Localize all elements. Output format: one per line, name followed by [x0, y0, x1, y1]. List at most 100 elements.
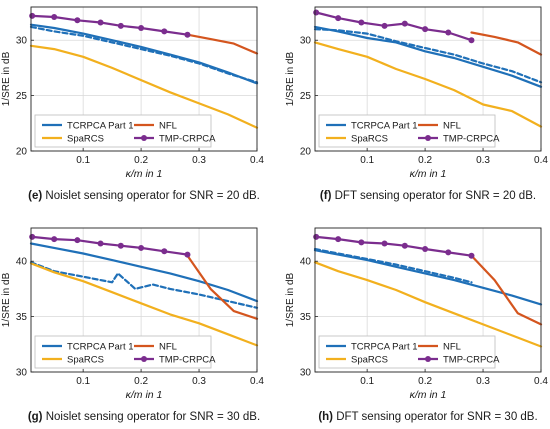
- legend-box: [318, 335, 496, 369]
- series-line-nfl: [470, 31, 543, 56]
- x-tick-label: 0.1: [76, 155, 90, 166]
- y-tick-label: 30: [300, 36, 312, 47]
- series-line-tmp-crpca: [315, 11, 473, 42]
- data-point-tmp-crpca: [335, 236, 342, 243]
- data-point-tmp-crpca: [161, 248, 168, 255]
- data-point-tmp-crpca: [97, 240, 104, 247]
- legend: TCRPCA Part 1 NFL SpaRCS TMP-CRPCA: [318, 114, 500, 148]
- panel-caption-letter: (f): [320, 190, 335, 202]
- data-point-tmp-crpca: [358, 19, 365, 26]
- legend-marker: [425, 356, 431, 362]
- y-tick-label: 30: [16, 368, 28, 379]
- x-axis-label: κ/m in 1: [126, 389, 163, 401]
- axis-frame: [30, 6, 258, 152]
- panel-caption: (h) DFT sensing operator for SNR = 30 dB…: [318, 411, 537, 423]
- panel-caption-text: DFT sensing operator for SNR = 30 dB.: [336, 411, 537, 423]
- panel-caption: (e) Noislet sensing operator for SNR = 2…: [28, 190, 260, 202]
- y-tick-label: 30: [16, 36, 28, 47]
- data-point-tmp-crpca: [138, 244, 145, 251]
- data-point-tmp-crpca: [445, 29, 452, 36]
- series-line-tmp-crpca: [315, 235, 473, 257]
- data-point-tmp-crpca: [313, 233, 320, 240]
- data-point-tmp-crpca: [335, 15, 342, 22]
- data-point-tmp-crpca: [29, 12, 36, 19]
- legend-label: SpaRCS: [351, 134, 388, 145]
- panel-caption-text: Noislet sensing operator for SNR = 30 dB…: [46, 411, 260, 423]
- data-point-tmp-crpca: [401, 20, 408, 27]
- series-line-dashed-reference: [313, 28, 543, 84]
- y-axis-label: 1/SRE in dB: [1, 272, 12, 327]
- data-point-tmp-crpca: [445, 249, 452, 256]
- panel-caption-text: Noislet sensing operator for SNR = 20 dB…: [45, 190, 259, 202]
- data-point-tmp-crpca: [117, 242, 124, 249]
- series-line-sparcs: [313, 261, 543, 348]
- y-axis-label: 1/SRE in dB: [285, 272, 296, 327]
- data-point-tmp-crpca: [401, 242, 408, 249]
- legend-box: [34, 114, 212, 148]
- series-line-dashed-reference: [29, 25, 259, 84]
- series-line-sparcs: [29, 44, 259, 129]
- x-tick-label: 0.1: [360, 376, 374, 387]
- axis-frame: [314, 227, 542, 373]
- y-tick-label: 40: [300, 257, 312, 268]
- x-tick-label: 0.2: [134, 376, 148, 387]
- legend: TCRPCA Part 1 NFL SpaRCS TMP-CRPCA: [34, 335, 216, 369]
- axis-frame: [30, 227, 258, 373]
- legend-box: [34, 335, 212, 369]
- legend-label: NFL: [443, 342, 461, 353]
- legend-label: TCRPCA Part 1: [351, 342, 418, 353]
- y-tick-label: 40: [16, 257, 28, 268]
- x-axis-label: κ/m in 1: [410, 389, 447, 401]
- legend-label: TMP-CRPCA: [159, 355, 216, 366]
- data-point-tmp-crpca: [51, 13, 58, 20]
- legend-label: NFL: [159, 121, 177, 132]
- x-axis-label: κ/m in 1: [410, 168, 447, 180]
- data-point-tmp-crpca: [161, 28, 168, 35]
- data-point-tmp-crpca: [358, 239, 365, 246]
- chart-panel-g: 0.1 0.2 0.3 0.4 30 35 40 κ/m in 1 1/SRE in dB TCR…: [1, 227, 264, 423]
- data-point-tmp-crpca: [468, 252, 475, 259]
- x-tick-label: 0.2: [418, 155, 432, 166]
- series-line-sparcs: [29, 262, 259, 347]
- axis-frame: [314, 6, 542, 152]
- panel-caption: (f) DFT sensing operator for SNR = 20 dB…: [320, 190, 536, 202]
- legend-label: TCRPCA Part 1: [67, 342, 134, 353]
- data-point-tmp-crpca: [138, 25, 145, 32]
- y-axis-label: 1/SRE in dB: [1, 51, 12, 106]
- legend-label: NFL: [159, 342, 177, 353]
- panel-caption-text: DFT sensing operator for SNR = 20 dB.: [335, 190, 536, 202]
- legend-label: TMP-CRPCA: [443, 355, 500, 366]
- y-tick-label: 20: [300, 147, 312, 158]
- legend-label: TCRPCA Part 1: [67, 121, 134, 132]
- chart-panel-h: 0.1 0.2 0.3 0.4 30 35 40 κ/m in 1 1/SRE in dB TCR…: [285, 227, 548, 423]
- x-tick-label: 0.2: [418, 376, 432, 387]
- legend-label: NFL: [443, 121, 461, 132]
- data-point-tmp-crpca: [117, 22, 124, 29]
- series-line-nfl: [186, 254, 259, 320]
- series-line-tmp-crpca: [31, 235, 189, 256]
- x-tick-label: 0.2: [134, 155, 148, 166]
- data-point-tmp-crpca: [468, 37, 475, 44]
- legend-label: SpaRCS: [351, 355, 388, 366]
- x-tick-label: 0.3: [476, 155, 490, 166]
- y-tick-label: 30: [300, 368, 312, 379]
- legend: TCRPCA Part 1 NFL SpaRCS TMP-CRPCA: [34, 114, 216, 148]
- legend-label: SpaRCS: [67, 134, 104, 145]
- data-point-tmp-crpca: [97, 19, 104, 26]
- series-line-tcrpca-part-1: [29, 242, 259, 303]
- x-tick-label: 0.4: [250, 155, 264, 166]
- series-line-nfl: [470, 254, 543, 326]
- chart-panel-e: 0.1 0.2 0.3 0.4 20 25 30 κ/m in 1 1/SRE in dB TCR…: [1, 6, 264, 202]
- x-tick-label: 0.4: [534, 155, 548, 166]
- legend-label: SpaRCS: [67, 355, 104, 366]
- data-point-tmp-crpca: [422, 26, 429, 33]
- x-tick-label: 0.1: [360, 155, 374, 166]
- series-line-tcrpca-part-1: [313, 25, 543, 88]
- legend-label: TMP-CRPCA: [443, 134, 500, 145]
- panel-caption: (g) Noislet sensing operator for SNR = 3…: [28, 411, 260, 423]
- data-point-tmp-crpca: [51, 236, 58, 243]
- data-point-tmp-crpca: [422, 246, 429, 253]
- chart-panel-f: 0.1 0.2 0.3 0.4 20 25 30 κ/m in 1 1/SRE in dB TCR…: [285, 6, 548, 202]
- x-axis-label: κ/m in 1: [126, 168, 163, 180]
